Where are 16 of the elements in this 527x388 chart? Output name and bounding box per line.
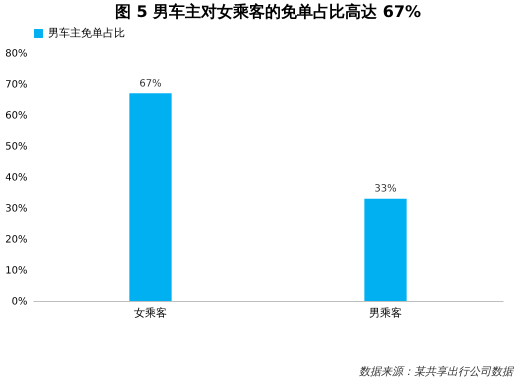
y-tick-label: 60% (5, 110, 28, 122)
y-tick-label: 40% (5, 172, 28, 184)
y-tick-label: 0% (12, 296, 28, 308)
y-tick-label: 80% (5, 48, 28, 60)
y-tick-label: 20% (5, 234, 28, 246)
y-tick-label: 70% (5, 80, 28, 90)
x-tick-label: 男乘客 (369, 306, 402, 320)
y-tick-label: 30% (5, 204, 28, 214)
y-tick-label: 50% (5, 142, 28, 152)
chart-title: 图 5 男车主对女乘客的免单占比高达 67% (114, 2, 422, 21)
data-label: 33% (374, 184, 397, 195)
legend-label: 男车主免单占比 (48, 26, 125, 40)
x-tick-label: 女乘客 (134, 306, 167, 320)
y-tick-label: 10% (5, 266, 28, 276)
source-note: 数据来源：某共享出行公司数据 (359, 364, 513, 379)
data-label: 67% (139, 78, 162, 90)
